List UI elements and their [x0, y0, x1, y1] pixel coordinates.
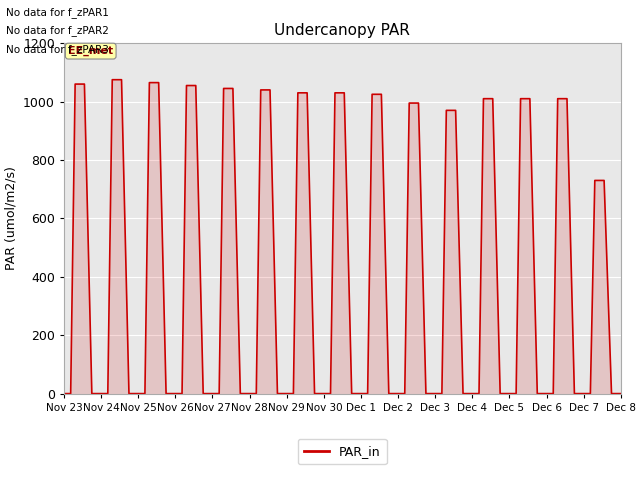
Text: No data for f_zPAR1: No data for f_zPAR1	[6, 7, 109, 18]
Legend: PAR_in: PAR_in	[298, 439, 387, 465]
Y-axis label: PAR (umol/m2/s): PAR (umol/m2/s)	[4, 167, 17, 270]
Text: No data for f_zPAR3: No data for f_zPAR3	[6, 44, 109, 55]
Text: No data for f_zPAR2: No data for f_zPAR2	[6, 25, 109, 36]
Title: Undercanopy PAR: Undercanopy PAR	[275, 23, 410, 38]
Text: EE_met: EE_met	[68, 46, 113, 56]
